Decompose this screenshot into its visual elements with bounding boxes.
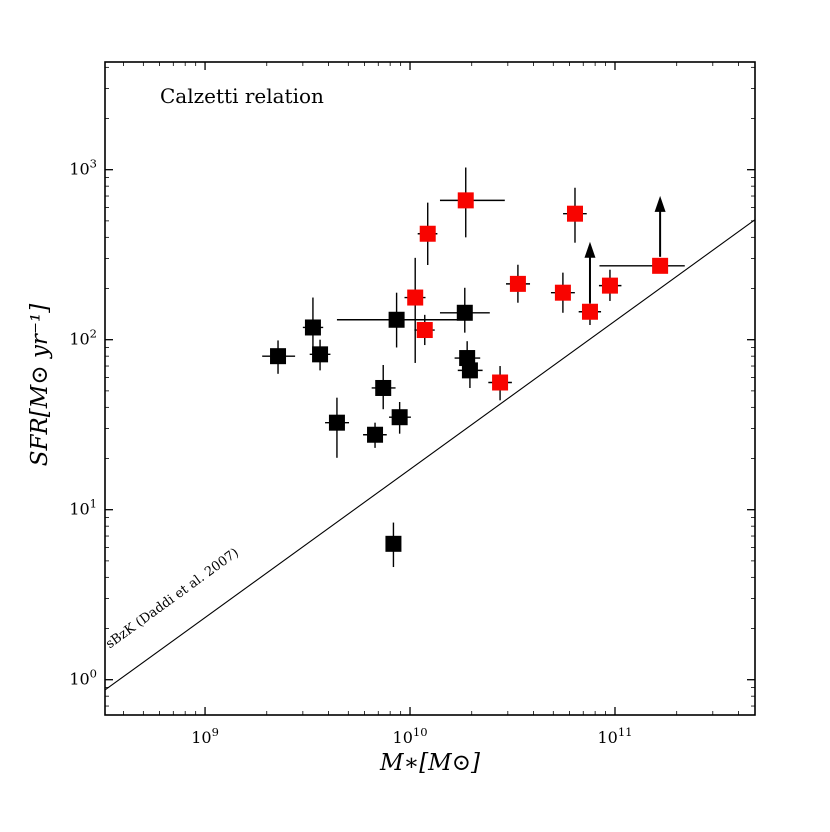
y-tick-label: 103 (69, 157, 97, 179)
daddi-line (104, 219, 756, 691)
red-squares-point (581, 303, 598, 320)
red-squares-markers (407, 192, 669, 391)
plot-annotation: Calzetti relation (160, 84, 324, 108)
black-squares-point (312, 346, 329, 363)
y-axis-label: SFR[M⊙ yr⁻¹] (27, 303, 53, 467)
red-squares-point (509, 275, 526, 292)
y-tick-label: 101 (69, 497, 97, 519)
red-squares-point (416, 322, 433, 339)
y-tick-labels: 100 101 102 103 (69, 157, 97, 689)
axis-ticks (105, 62, 755, 715)
black-squares-point (375, 379, 392, 396)
black-squares-point (270, 348, 287, 365)
red-squares-limit-arrows (584, 195, 666, 303)
red-squares-point (492, 374, 509, 391)
black-squares-point (461, 362, 478, 379)
x-tick-labels: 109 1010 1011 (191, 725, 632, 747)
x-axis-label: M∗[M⊙] (380, 750, 480, 776)
red-squares-point (566, 205, 583, 222)
x-tick-label: 1010 (393, 725, 428, 747)
red-squares-point (554, 284, 571, 301)
y-tick-label: 102 (69, 327, 97, 349)
red-squares-point (407, 289, 424, 306)
black-squares-markers (270, 304, 478, 552)
black-squares-point (391, 409, 408, 426)
red-squares-point (419, 225, 436, 242)
red-squares-point (601, 277, 618, 294)
black-squares-point (388, 311, 405, 328)
black-squares-point (328, 414, 345, 431)
black-squares-point (367, 426, 384, 443)
x-tick-label: 109 (191, 725, 219, 747)
red-squares-point (457, 192, 474, 209)
red-squares-point (652, 257, 669, 274)
black-squares-point (385, 535, 402, 552)
red-squares-errorbars (404, 167, 685, 401)
y-tick-label: 100 (69, 667, 97, 689)
black-squares-point (304, 319, 321, 336)
plot-frame (104, 61, 756, 716)
black-squares-point (459, 350, 476, 367)
black-squares-point (456, 304, 473, 321)
x-tick-label: 1011 (597, 725, 632, 747)
